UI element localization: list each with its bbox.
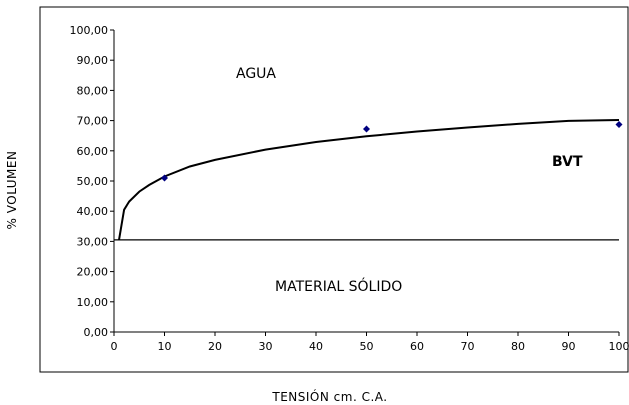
x-tick-label: 60 — [410, 340, 424, 353]
x-tick-label: 70 — [461, 340, 475, 353]
fitted-curve — [118, 119, 620, 241]
x-axis-title: TENSIÓN cm. C.A. — [271, 389, 387, 404]
data-point-marker — [161, 174, 168, 182]
y-tick-label: 30,00 — [77, 235, 109, 248]
y-tick-label: 10,00 — [77, 296, 109, 309]
x-tick-label: 100 — [609, 340, 629, 353]
x-tick-label: 10 — [158, 340, 172, 353]
y-tick-label: 60,00 — [77, 145, 109, 158]
y-tick-label: 40,00 — [77, 205, 109, 218]
y-tick-label: 80,00 — [77, 84, 109, 97]
bvt-label: BVT — [552, 154, 583, 170]
x-tick-label: 80 — [511, 340, 525, 353]
y-tick-label: 100,00 — [70, 24, 109, 37]
y-axis-title: % VOLUMEN — [5, 151, 19, 230]
y-tick-label: 20,00 — [77, 266, 109, 279]
x-tick-label: 50 — [360, 340, 374, 353]
data-point-marker — [363, 125, 370, 133]
x-tick-label: 90 — [562, 340, 576, 353]
y-axis-ticks: 0,00 10,00 20,00 30,00 40,00 50,00 60,00 70,00 8… — [70, 24, 114, 339]
x-tick-label: 0 — [111, 340, 118, 353]
x-tick-label: 30 — [259, 340, 273, 353]
x-axis-ticks: 0 10 20 30 40 50 60 70 80 90 100 — [111, 332, 629, 353]
y-tick-label: 0,00 — [84, 326, 109, 339]
y-tick-label: 50,00 — [77, 175, 109, 188]
y-tick-label: 70,00 — [77, 115, 109, 128]
chart-area-border — [39, 6, 629, 373]
x-tick-label: 40 — [309, 340, 323, 353]
data-points — [161, 121, 623, 182]
y-tick-label: 90,00 — [77, 54, 109, 67]
material-solido-label: MATERIAL SÓLIDO — [275, 277, 402, 295]
data-point-marker — [615, 121, 623, 129]
x-tick-label: 20 — [208, 340, 222, 353]
agua-label: AGUA — [236, 66, 276, 82]
